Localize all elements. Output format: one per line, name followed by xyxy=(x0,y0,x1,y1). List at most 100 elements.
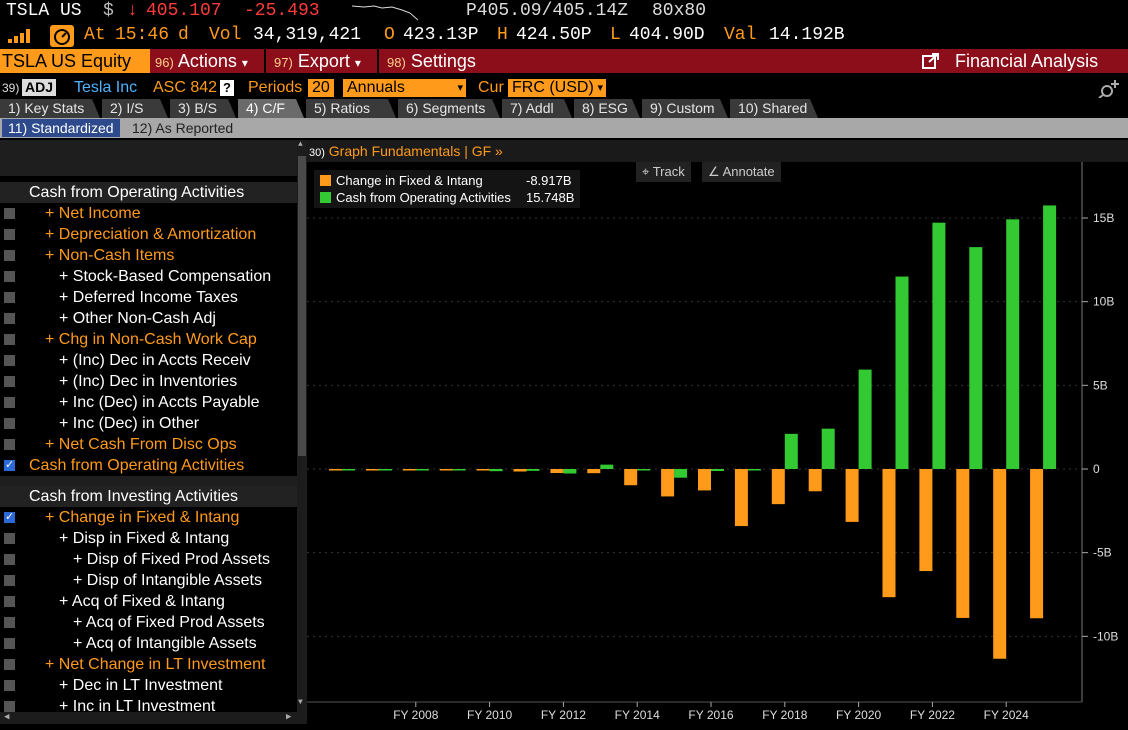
field-checkbox[interactable] xyxy=(4,439,15,450)
field-row[interactable]: + Acq of Fixed & Intang xyxy=(0,591,298,612)
help-icon[interactable]: ? xyxy=(220,80,234,96)
legend-item-fixed-intang[interactable]: Change in Fixed & Intang xyxy=(320,172,483,189)
field-checkbox[interactable] xyxy=(4,659,15,670)
field-checkbox[interactable] xyxy=(4,271,15,282)
actions-menu[interactable]: 96) Actions ▾ xyxy=(155,49,248,73)
cash-flow-chart[interactable]: 15B 10B 5B 0 -5B -10B FY 2008 FY 2010 FY 2012 FY … xyxy=(307,162,1128,724)
tab-key-stats[interactable]: 1) Key Stats xyxy=(0,99,100,118)
x-tick-label: FY 2016 xyxy=(688,708,733,722)
field-row[interactable]: + Deferred Income Taxes xyxy=(0,287,298,308)
field-checkbox[interactable] xyxy=(4,680,15,691)
open-price: 423.13P xyxy=(403,25,479,45)
chevron-down-icon: ▾ xyxy=(241,56,248,70)
field-row[interactable]: + Acq of Fixed Prod Assets xyxy=(0,612,298,633)
tab-income-statement[interactable]: 2) I/S xyxy=(102,99,168,118)
field-checkbox[interactable] xyxy=(4,617,15,628)
tab-balance-sheet[interactable]: 3) B/S xyxy=(170,99,236,118)
horizontal-scrollbar[interactable]: ◀ ▶ xyxy=(0,712,307,724)
field-checkbox[interactable] xyxy=(4,507,15,528)
track-button[interactable]: ⌖ Track xyxy=(636,162,691,182)
field-row[interactable]: + Inc in LT Investment xyxy=(0,696,298,712)
field-row[interactable]: + Net Cash From Disc Ops xyxy=(0,434,298,455)
scroll-down-icon[interactable]: ▼ xyxy=(298,698,303,707)
field-label: + Inc (Dec) in Other xyxy=(59,415,200,432)
field-row[interactable]: Cash from Operating Activities xyxy=(0,455,298,476)
field-checkbox[interactable] xyxy=(4,229,15,240)
section-header[interactable]: Cash from Operating Activities xyxy=(0,182,298,203)
tab-standardized[interactable]: 11) Standardized xyxy=(2,119,120,137)
field-checkbox[interactable] xyxy=(4,701,15,712)
field-row[interactable]: + Change in Fixed & Intang xyxy=(0,507,298,528)
field-checkbox[interactable] xyxy=(4,455,15,476)
signal-bars-icon xyxy=(8,29,30,43)
field-row[interactable]: + Disp of Fixed Prod Assets xyxy=(0,549,298,570)
bar-cfo xyxy=(711,469,724,472)
tab-shared[interactable]: 10) Shared xyxy=(730,99,818,118)
field-checkbox[interactable] xyxy=(4,355,15,366)
field-checkbox[interactable] xyxy=(4,292,15,303)
tab-addl[interactable]: 7) Addl xyxy=(502,99,572,118)
high-label: H xyxy=(497,25,508,45)
security-field[interactable]: TSLA US Equity xyxy=(0,49,150,73)
field-checkbox[interactable] xyxy=(4,250,15,261)
settings-menu[interactable]: 98) Settings xyxy=(387,49,476,73)
export-menu[interactable]: 97) Export ▾ xyxy=(274,49,361,73)
field-checkbox[interactable] xyxy=(4,596,15,607)
period-type-select[interactable]: Annuals ▾ xyxy=(343,79,466,97)
tab-esg[interactable]: 8) ESG xyxy=(574,99,640,118)
scroll-up-icon[interactable]: ▲ xyxy=(298,140,303,149)
section-header[interactable]: Cash from Investing Activities xyxy=(0,486,298,507)
field-checkbox[interactable] xyxy=(4,533,15,544)
field-row[interactable]: + (Inc) Dec in Accts Receiv xyxy=(0,350,298,371)
function-menubar: TSLA US Equity 96) Actions ▾ 97) Export … xyxy=(0,49,1128,73)
scroll-left-icon[interactable]: ◀ xyxy=(4,712,10,722)
field-row[interactable]: + Chg in Non-Cash Work Cap xyxy=(0,329,298,350)
scrollbar-thumb[interactable] xyxy=(298,156,306,456)
traded-value: 14.192B xyxy=(769,25,845,45)
bar-fixed-intang xyxy=(734,469,748,527)
field-checkbox[interactable] xyxy=(4,554,15,565)
field-row[interactable]: + Depreciation & Amortization xyxy=(0,224,298,245)
currency-select[interactable]: FRC (USD) ▾ xyxy=(508,79,606,97)
tab-cash-flow[interactable]: 4) C/F xyxy=(238,99,304,118)
bar-cfo xyxy=(858,369,872,469)
tab-ratios[interactable]: 5) Ratios xyxy=(306,99,396,118)
field-row[interactable]: + Non-Cash Items xyxy=(0,245,298,266)
adj-button[interactable]: ADJ xyxy=(22,79,57,96)
zoom-add-icon[interactable] xyxy=(1098,78,1122,98)
field-row[interactable]: + Disp in Fixed & Intang xyxy=(0,528,298,549)
field-row[interactable]: + Disp of Intangible Assets xyxy=(0,570,298,591)
tab-as-reported[interactable]: 12) As Reported xyxy=(132,120,234,136)
field-row[interactable]: + (Inc) Dec in Inventories xyxy=(0,371,298,392)
popout-icon[interactable] xyxy=(922,53,940,69)
field-checkbox[interactable] xyxy=(4,397,15,408)
field-row[interactable]: + Dec in LT Investment xyxy=(0,675,298,696)
delayed-gauge-icon[interactable] xyxy=(50,25,74,47)
field-checkbox[interactable] xyxy=(4,334,15,345)
field-row[interactable]: + Acq of Intangible Assets xyxy=(0,633,298,654)
field-checkbox[interactable] xyxy=(4,575,15,586)
bar-fixed-intang xyxy=(587,469,601,474)
field-label: + Acq of Fixed Prod Assets xyxy=(73,614,265,631)
periods-input[interactable]: 20 xyxy=(308,79,334,97)
field-checkbox[interactable] xyxy=(4,418,15,429)
tab-custom[interactable]: 9) Custom xyxy=(642,99,728,118)
tab-segments[interactable]: 6) Segments xyxy=(398,99,500,118)
field-label: + Disp of Fixed Prod Assets xyxy=(73,551,270,568)
field-checkbox[interactable] xyxy=(4,313,15,324)
field-row[interactable]: + Stock-Based Compensation xyxy=(0,266,298,287)
field-row[interactable]: + Other Non-Cash Adj xyxy=(0,308,298,329)
field-row[interactable]: + Net Change in LT Investment xyxy=(0,654,298,675)
field-checkbox[interactable] xyxy=(4,208,15,219)
field-row[interactable]: + Net Income xyxy=(0,203,298,224)
scroll-right-icon[interactable]: ▶ xyxy=(286,712,292,722)
bar-fixed-intang xyxy=(476,469,490,471)
field-row[interactable]: + Inc (Dec) in Accts Payable xyxy=(0,392,298,413)
legend-item-cfo[interactable]: Cash from Operating Activities xyxy=(320,189,511,206)
field-row[interactable]: + Inc (Dec) in Other xyxy=(0,413,298,434)
annotate-button[interactable]: ∠ Annotate xyxy=(702,162,781,182)
field-checkbox[interactable] xyxy=(4,376,15,387)
graph-fundamentals-link[interactable]: 30) Graph Fundamentals | GF » xyxy=(307,140,1128,162)
field-checkbox[interactable] xyxy=(4,638,15,649)
field-label: + Acq of Intangible Assets xyxy=(73,635,257,652)
